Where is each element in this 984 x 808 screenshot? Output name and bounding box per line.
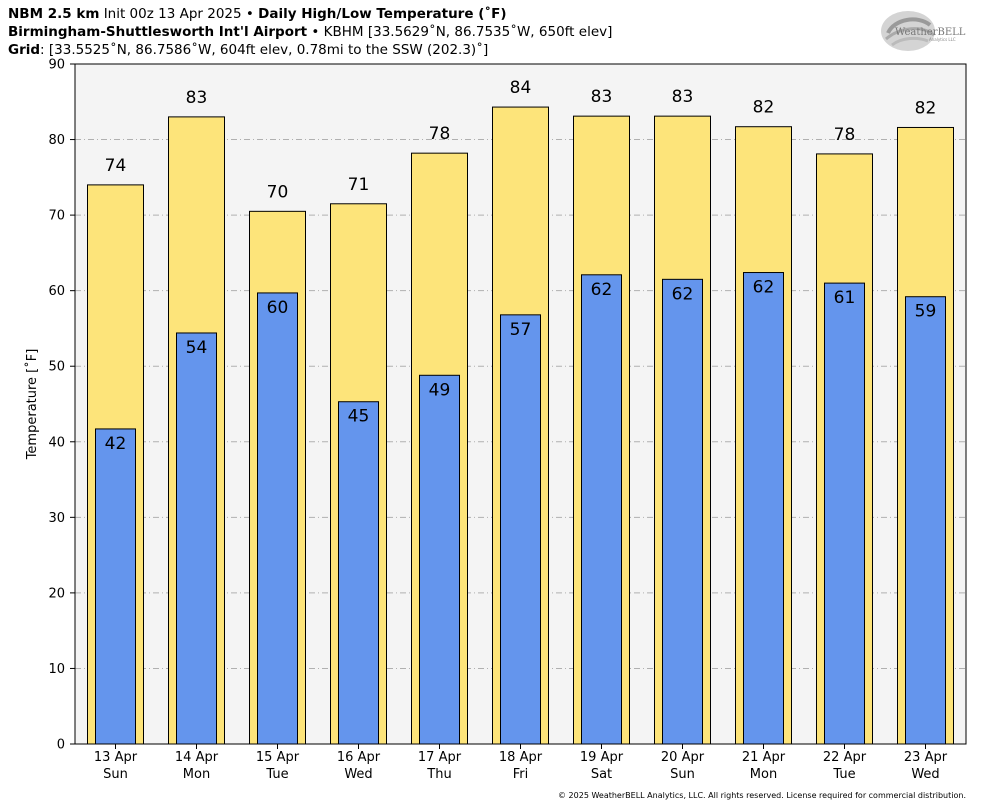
product-title: Daily High/Low Temperature (˚F) [258, 6, 507, 22]
y-tick-label: 60 [48, 284, 65, 299]
low-bar [581, 274, 622, 745]
header-line-3: Grid: [33.5525˚N, 86.7586˚W, 604ft elev,… [8, 41, 488, 59]
low-bar [338, 401, 379, 745]
x-tick-date-label: 21 Apr [742, 750, 786, 765]
x-tick-day-label: Sun [103, 767, 128, 782]
init-time: Init 00z 13 Apr 2025 [103, 6, 242, 22]
y-axis: 0 10 20 30 40 50 60 70 80 90 [48, 58, 75, 753]
y-tick-label: 0 [57, 738, 65, 753]
x-tick-date-label: 13 Apr [94, 750, 138, 765]
y-axis-label: Temperature [˚F] [24, 349, 40, 461]
low-value-label: 59 [915, 302, 937, 322]
x-tick-date-label: 23 Apr [904, 750, 948, 765]
x-tick-day-label: Mon [750, 767, 777, 782]
y-tick-label: 70 [48, 209, 65, 224]
low-value-label: 60 [267, 298, 289, 318]
high-value-label: 78 [429, 124, 451, 144]
low-bar [257, 292, 298, 745]
data-labels: 74 42 83 54 70 60 71 45 78 49 84 57 83 62 83 62 82 62 78 61… [105, 78, 937, 454]
x-tick-date-label: 16 Apr [337, 750, 381, 765]
high-value-label: 78 [834, 125, 856, 145]
x-axis: 13 Apr Sun 14 Apr Mon 15 Apr Tue 16 Apr Wed 17 A… [94, 744, 948, 782]
high-value-label: 83 [672, 87, 694, 107]
low-value-label: 57 [510, 320, 532, 340]
x-tick-day-label: Wed [911, 767, 939, 782]
low-value-label: 62 [672, 284, 694, 304]
x-tick-date-label: 18 Apr [499, 750, 543, 765]
y-tick-label: 80 [48, 133, 65, 148]
bars [87, 106, 954, 745]
low-bar [176, 332, 217, 745]
grid-details: : [33.5525˚N, 86.7586˚W, 604ft elev, 0.7… [40, 42, 489, 58]
weatherbell-logo: WeatherBELL Analytics LLC [881, 11, 966, 51]
x-tick-day-label: Fri [513, 767, 529, 782]
high-value-label: 82 [753, 98, 775, 118]
separator: • [241, 6, 259, 22]
low-bar [824, 282, 865, 745]
header-line-2: Birmingham-Shuttlesworth Int'l Airport •… [8, 23, 612, 41]
station-details: KBHM [33.5629˚N, 86.7535˚W, 650ft elev] [323, 24, 613, 40]
low-value-label: 54 [186, 338, 208, 358]
high-value-label: 70 [267, 182, 289, 202]
x-tick-date-label: 17 Apr [418, 750, 462, 765]
y-tick-label: 90 [48, 58, 65, 73]
x-tick-day-label: Thu [426, 767, 451, 782]
station-name: Birmingham-Shuttlesworth Int'l Airport [8, 24, 308, 40]
low-value-label: 42 [105, 434, 127, 454]
x-tick-day-label: Tue [832, 767, 855, 782]
low-value-label: 61 [834, 288, 856, 308]
high-value-label: 74 [105, 156, 127, 176]
y-tick-label: 50 [48, 360, 65, 375]
low-bar [743, 272, 784, 745]
y-tick-label: 30 [48, 511, 65, 526]
x-tick-date-label: 14 Apr [175, 750, 219, 765]
x-tick-day-label: Sat [591, 767, 612, 782]
x-tick-day-label: Sun [670, 767, 695, 782]
y-tick-label: 10 [48, 662, 65, 677]
high-value-label: 83 [186, 88, 208, 108]
y-tick-label: 40 [48, 435, 65, 450]
x-tick-day-label: Mon [183, 767, 210, 782]
high-value-label: 82 [915, 98, 937, 118]
low-value-label: 45 [348, 407, 370, 427]
low-bar [419, 374, 460, 745]
low-value-label: 49 [429, 380, 451, 400]
high-value-label: 71 [348, 175, 370, 195]
grid-label: Grid [8, 42, 41, 58]
separator: • [307, 24, 324, 40]
x-tick-day-label: Tue [265, 767, 288, 782]
x-tick-date-label: 15 Apr [256, 750, 300, 765]
low-bar [500, 314, 541, 745]
high-value-label: 84 [510, 78, 532, 98]
copyright-notice: © 2025 WeatherBELL Analytics, LLC. All r… [558, 791, 966, 800]
x-tick-date-label: 19 Apr [580, 750, 624, 765]
x-tick-day-label: Wed [344, 767, 372, 782]
low-bar [662, 278, 703, 745]
x-tick-date-label: 20 Apr [661, 750, 705, 765]
logo-text: WeatherBELL [895, 27, 966, 38]
header-line-1: NBM 2.5 km Init 00z 13 Apr 2025 • Daily … [8, 5, 507, 23]
logo-subtext: Analytics LLC [929, 37, 956, 42]
y-tick-label: 20 [48, 586, 65, 601]
model-name: NBM 2.5 km [8, 6, 100, 22]
high-value-label: 83 [591, 87, 613, 107]
low-bar [95, 428, 136, 745]
x-tick-date-label: 22 Apr [823, 750, 867, 765]
low-value-label: 62 [591, 280, 613, 300]
low-bar [905, 296, 946, 745]
low-value-label: 62 [753, 278, 775, 298]
